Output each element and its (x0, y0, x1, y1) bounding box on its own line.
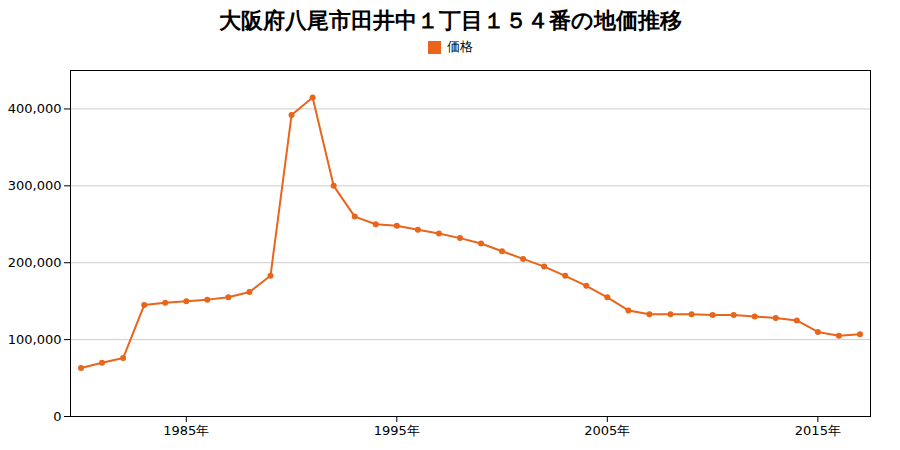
svg-text:2015年: 2015年 (795, 423, 841, 438)
svg-text:400,000: 400,000 (8, 101, 62, 116)
html-text:大阪府八尾市田井中１丁目１５４番の地価推移: 大阪府八尾市田井中１丁目１５４番の地価推移 (218, 8, 682, 33)
svg-text:2005年: 2005年 (584, 423, 630, 438)
svg-text:1985年: 1985年 (163, 423, 209, 438)
svg-text:100,000: 100,000 (8, 332, 62, 347)
html-text:価格: 価格 (446, 39, 473, 54)
svg-text:0: 0 (53, 409, 61, 424)
svg-text:200,000: 200,000 (8, 255, 62, 270)
svg-text:1995年: 1995年 (374, 423, 420, 438)
svg-text:300,000: 300,000 (8, 178, 62, 193)
